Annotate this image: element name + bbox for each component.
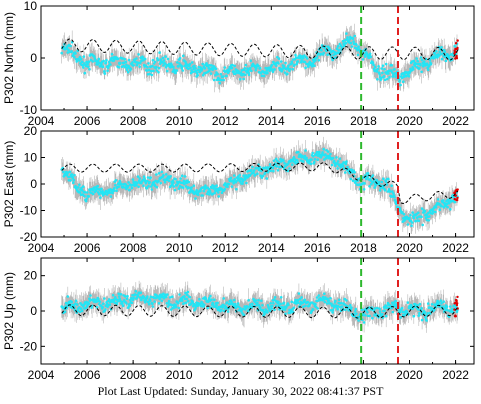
y-tick-label: 10 <box>24 151 38 165</box>
x-tick-label: 2018 <box>350 241 377 255</box>
x-tick-label: 2006 <box>74 368 101 382</box>
x-tick-label: 2020 <box>396 114 423 128</box>
y-tick-label: 20 <box>24 269 38 283</box>
panel-3-y-label: P302 Up (mm) <box>2 272 16 350</box>
x-tick-label: 2022 <box>442 368 469 382</box>
panel-3-plot-area <box>60 258 459 364</box>
x-tick-label: 2006 <box>74 241 101 255</box>
x-tick-label: 2004 <box>28 114 55 128</box>
panel-3-data-points <box>60 290 459 324</box>
x-tick-label: 2012 <box>212 114 239 128</box>
panel-3-latest-points <box>453 295 459 318</box>
panel-3-model-line <box>61 304 459 319</box>
y-tick-label: -20 <box>20 230 38 244</box>
x-tick-label: 2010 <box>166 114 193 128</box>
x-tick-label: 2014 <box>258 368 285 382</box>
panel-2-y-label: P302 East (mm) <box>2 141 16 228</box>
x-tick-label: 2004 <box>28 368 55 382</box>
x-tick-label: 2010 <box>166 368 193 382</box>
x-tick-label: 2022 <box>442 114 469 128</box>
x-tick-label: 2010 <box>166 241 193 255</box>
x-tick-label: 2008 <box>120 114 147 128</box>
x-tick-label: 2020 <box>396 368 423 382</box>
panel-1-plot-area <box>60 6 459 110</box>
x-tick-label: 2018 <box>350 114 377 128</box>
panel-1-model-line <box>61 38 459 61</box>
x-tick-label: 2022 <box>442 241 469 255</box>
y-tick-label: 10 <box>24 0 38 13</box>
panel-2-plot-area <box>60 131 459 237</box>
panel-1-data-points <box>60 32 459 87</box>
x-tick-label: 2018 <box>350 368 377 382</box>
x-tick-label: 2008 <box>120 368 147 382</box>
plot-last-updated: Plot Last Updated: Sunday, January 30, 2… <box>97 384 384 398</box>
x-tick-label: 2020 <box>396 241 423 255</box>
panel-2-latest-points <box>453 188 459 202</box>
x-tick-label: 2012 <box>212 241 239 255</box>
y-tick-label: 0 <box>30 304 37 318</box>
x-tick-label: 2016 <box>304 114 331 128</box>
panel-1-y-label: P302 North (mm) <box>2 12 16 104</box>
x-tick-label: 2006 <box>74 114 101 128</box>
x-tick-label: 2016 <box>304 241 331 255</box>
y-tick-label: 0 <box>30 51 37 65</box>
y-tick-label: -10 <box>20 204 38 218</box>
y-tick-label: -10 <box>20 103 38 117</box>
x-tick-label: 2014 <box>258 114 285 128</box>
x-tick-label: 2012 <box>212 368 239 382</box>
x-tick-label: 2016 <box>304 368 331 382</box>
panel-1-latest-points <box>453 39 459 60</box>
x-tick-label: 2008 <box>120 241 147 255</box>
y-tick-label: -20 <box>20 339 38 353</box>
x-tick-label: 2004 <box>28 241 55 255</box>
y-tick-label: 20 <box>24 124 38 138</box>
x-tick-label: 2014 <box>258 241 285 255</box>
y-tick-label: 0 <box>30 177 37 191</box>
